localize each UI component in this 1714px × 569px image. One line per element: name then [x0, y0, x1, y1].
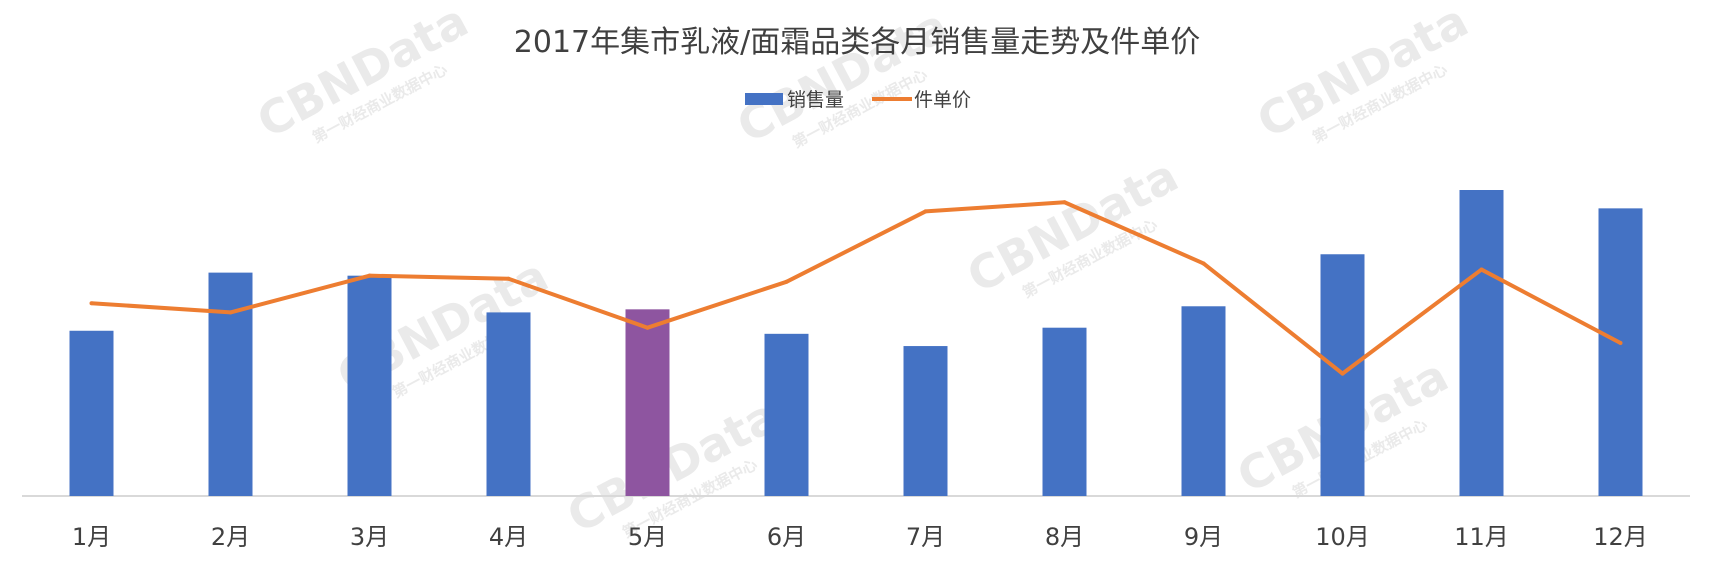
bar-4	[486, 312, 531, 496]
legend-swatch-sales	[745, 93, 783, 105]
bar-9	[1181, 306, 1226, 496]
x-tick-10: 10月	[1315, 523, 1370, 551]
x-tick-6: 6月	[767, 523, 806, 551]
x-tick-8: 8月	[1045, 523, 1084, 551]
price-point-4	[506, 276, 511, 281]
price-point-7	[923, 209, 928, 214]
x-tick-3: 3月	[350, 523, 389, 551]
price-point-1	[89, 301, 94, 306]
x-tick-labels: 1月 2月 3月 4月 5月 6月 7月 8月 9月 10月 11月 12月	[72, 523, 1648, 551]
x-tick-12: 12月	[1593, 523, 1648, 551]
x-tick-1: 1月	[72, 523, 111, 551]
price-point-6	[784, 279, 789, 284]
bar-6	[764, 333, 809, 496]
price-point-5	[645, 325, 650, 330]
x-tick-7: 7月	[906, 523, 945, 551]
x-tick-11: 11月	[1454, 523, 1509, 551]
price-point-9	[1201, 261, 1206, 266]
price-point-11	[1479, 267, 1484, 272]
legend-label-sales: 销售量	[787, 89, 844, 111]
chart-title: 2017年集市乳液/面霜品类各月销售量走势及件单价	[514, 25, 1200, 60]
bar-12	[1598, 208, 1643, 497]
legend: 销售量 件单价	[745, 89, 971, 111]
bar-7	[903, 346, 948, 496]
price-line	[91, 200, 1622, 376]
price-point-8	[1062, 200, 1067, 205]
x-tick-9: 9月	[1184, 523, 1223, 551]
x-tick-4: 4月	[489, 523, 528, 551]
price-point-2	[228, 310, 233, 315]
bar-8	[1042, 327, 1087, 496]
bar-1	[69, 330, 114, 496]
price-point-3	[367, 273, 372, 278]
bar-11	[1459, 190, 1504, 496]
bar-2	[208, 272, 253, 496]
x-tick-5: 5月	[628, 523, 667, 551]
bar-series	[69, 190, 1643, 497]
price-point-10	[1340, 371, 1345, 376]
line-series	[89, 200, 1623, 376]
bar-3	[347, 275, 392, 496]
price-point-12	[1618, 341, 1623, 345]
legend-label-price: 件单价	[914, 89, 971, 111]
bar-5	[625, 309, 670, 496]
x-tick-2: 2月	[211, 523, 250, 551]
